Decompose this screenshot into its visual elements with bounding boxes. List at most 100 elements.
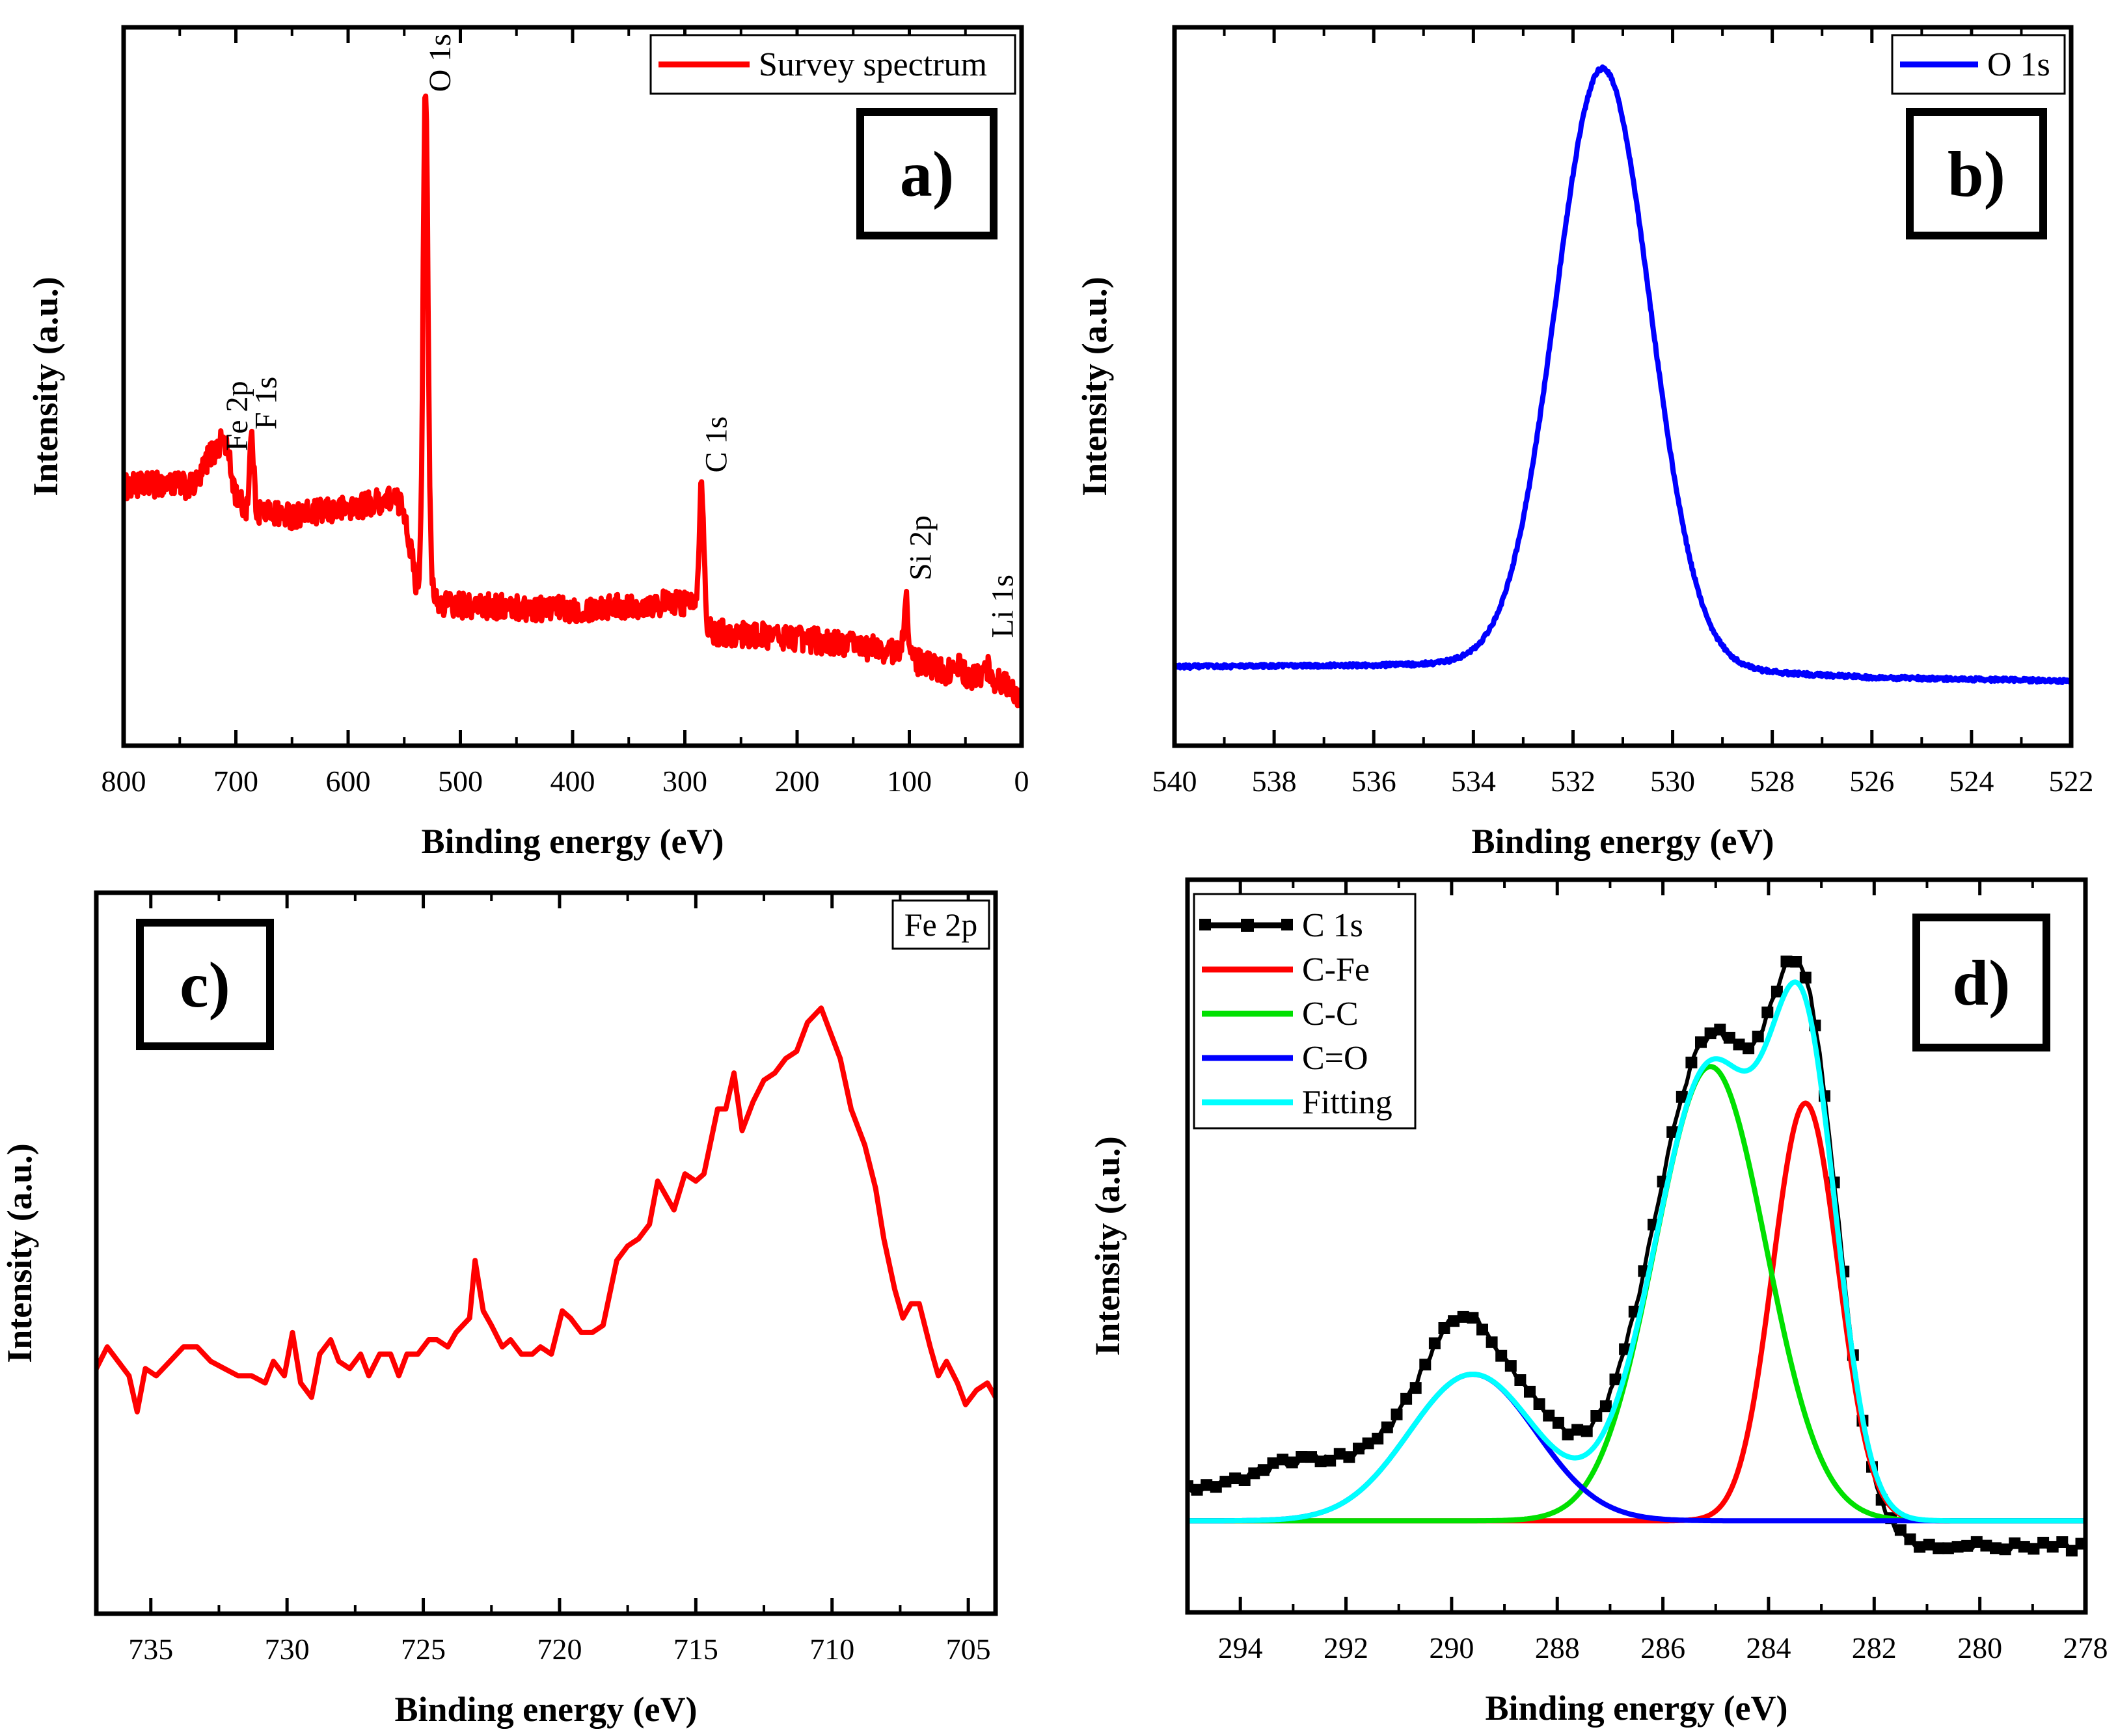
data-point — [2037, 1536, 2050, 1549]
data-point — [1914, 1541, 1926, 1553]
data-point — [1904, 1533, 1916, 1545]
data-point — [1277, 1454, 1289, 1466]
data-point — [1428, 1337, 1441, 1349]
data-point — [1676, 1091, 1688, 1103]
panel-c: 735 730 725 720 715 710 705 Binding energy (eV)… — [0, 890, 998, 1729]
x-tick-label: 730 — [265, 1633, 310, 1666]
x-tick-label: 400 — [550, 765, 595, 798]
data-point — [1752, 1031, 1764, 1042]
x-tick-label: 528 — [1750, 765, 1795, 798]
data-point — [1562, 1428, 1574, 1441]
data-point — [1343, 1451, 1355, 1463]
data-point — [1619, 1343, 1631, 1355]
data-point — [1267, 1457, 1279, 1469]
data-point — [1581, 1425, 1593, 1437]
panel-label-box — [136, 919, 274, 1050]
y-axis-label: Intensity (a.u.) — [0, 1143, 39, 1363]
data-point — [1188, 1480, 1193, 1492]
data-point — [1296, 1451, 1308, 1463]
x-tick-label: 100 — [887, 765, 932, 798]
data-point — [1457, 1310, 1469, 1323]
panel-label-box — [856, 108, 998, 239]
series-line-fe-2p — [96, 1005, 996, 1415]
data-point — [1980, 1539, 1992, 1552]
panel-label-box — [1906, 108, 2047, 239]
x-tick-label: 526 — [1849, 765, 1894, 798]
data-point — [1372, 1432, 1384, 1444]
data-point — [1999, 1543, 2011, 1556]
data-point — [1333, 1448, 1346, 1460]
panel-label-box — [1912, 914, 2050, 1051]
data-point — [1353, 1443, 1364, 1455]
x-tick-label: 284 — [1746, 1631, 1791, 1664]
data-point — [1704, 1027, 1717, 1040]
data-point — [1942, 1542, 1954, 1554]
data-point — [1695, 1036, 1707, 1048]
data-point — [1467, 1312, 1479, 1324]
data-point — [2018, 1541, 2030, 1553]
legend-label: Fe 2p — [904, 906, 978, 943]
legend-c: Fe 2p — [891, 899, 990, 950]
x-tick-label: 705 — [946, 1633, 991, 1666]
data-point — [1524, 1385, 1536, 1398]
data-point — [1666, 1126, 1679, 1138]
legend-label: Fitting — [1302, 1084, 1392, 1121]
x-tick-label: 290 — [1429, 1631, 1474, 1664]
x-tick-label: 294 — [1218, 1631, 1263, 1664]
legend-d: C 1s C-Fe C-C C=O Fitting — [1193, 893, 1417, 1130]
x-tick-label: 715 — [673, 1633, 718, 1666]
plot-area-d — [1188, 955, 2085, 1557]
peak-annotation: Li 1s — [985, 575, 1020, 638]
data-point — [1438, 1322, 1450, 1334]
x-tick-label: 292 — [1324, 1631, 1368, 1664]
legend-label: C=O — [1302, 1040, 1368, 1077]
x-tick-label: 524 — [1949, 765, 1994, 798]
data-point — [1894, 1524, 1907, 1536]
data-point — [2056, 1536, 2069, 1548]
data-point — [1238, 1474, 1251, 1486]
peak-annotation: Fe 2p — [220, 381, 254, 451]
legend-label: Survey spectrum — [759, 46, 987, 83]
panel-d: 294 292 290 288 286 284 282 280 278 Binding energ… — [1088, 877, 2108, 1728]
x-tick-label: 522 — [2049, 765, 2094, 798]
data-point — [1799, 971, 1812, 984]
data-point — [1961, 1539, 1974, 1552]
data-point — [1400, 1392, 1413, 1405]
legend-label: C-Fe — [1302, 951, 1370, 988]
x-tick-label: 500 — [438, 765, 483, 798]
data-point — [1201, 1479, 1213, 1491]
data-point — [2065, 1545, 2078, 1557]
data-point — [1257, 1464, 1269, 1476]
x-axis-label: Binding energy (eV) — [422, 822, 724, 861]
data-point — [1685, 1056, 1698, 1068]
x-tick-label: 530 — [1650, 765, 1695, 798]
data-point — [1543, 1409, 1555, 1422]
x-tick-label: 720 — [537, 1633, 582, 1666]
data-point — [1923, 1538, 1935, 1551]
data-point — [1324, 1454, 1337, 1467]
x-tick-label: 534 — [1451, 765, 1496, 798]
panel-label: d) — [1953, 947, 2011, 1019]
legend-label: O 1s — [1987, 46, 2050, 83]
data-point — [1790, 956, 1802, 968]
data-point — [1248, 1467, 1260, 1480]
panel-label: b) — [1948, 138, 2005, 210]
data-point — [2075, 1538, 2085, 1550]
x-tick-label: 710 — [809, 1633, 854, 1666]
data-point — [2046, 1541, 2059, 1553]
peak-annotation: C 1s — [699, 416, 733, 473]
x-tick-label: 700 — [213, 765, 258, 798]
data-point — [1314, 1456, 1327, 1467]
panel-label: c) — [180, 949, 230, 1021]
data-point — [1970, 1536, 1983, 1548]
data-point — [1448, 1315, 1460, 1327]
data-point — [1409, 1382, 1422, 1394]
legend-marker — [1281, 919, 1293, 930]
x-tick-label: 282 — [1852, 1631, 1897, 1664]
data-point — [1761, 1006, 1774, 1018]
data-point — [1286, 1456, 1298, 1469]
axes-frame-d — [1185, 877, 2088, 1615]
x-tick-label: 538 — [1252, 765, 1297, 798]
data-point — [2028, 1543, 2040, 1555]
